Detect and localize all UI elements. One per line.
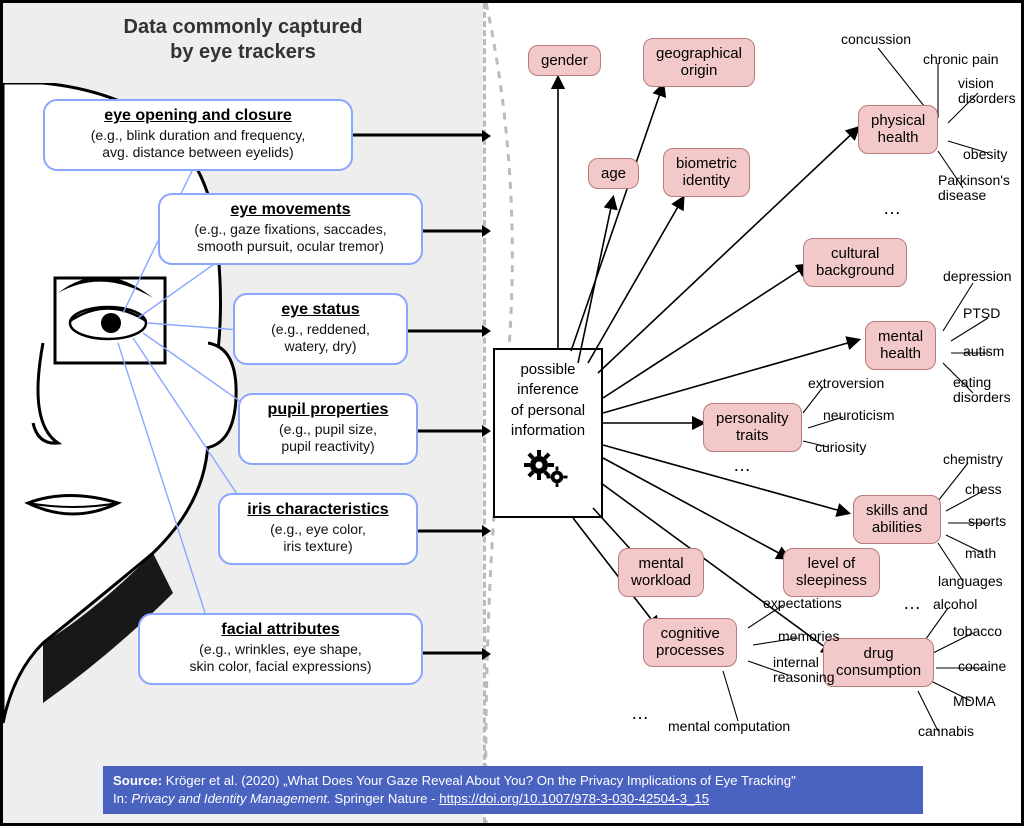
sub-skills-5: languages <box>938 573 1003 589</box>
sub-cog-3: internalreasoning <box>773 655 835 684</box>
arrowhead-icon <box>482 648 491 660</box>
input-box-eye-movements: eye movements (e.g., gaze fixations, sac… <box>158 193 423 265</box>
inference-skills: skills andabilities <box>853 495 941 544</box>
input-box-eye-opening: eye opening and closure (e.g., blink dur… <box>43 99 353 171</box>
citation-publisher: Springer Nature - <box>334 791 435 806</box>
sub-cog-4: mental computation <box>668 718 790 734</box>
input-desc: (e.g., pupil size,pupil reactivity) <box>250 421 406 455</box>
sub-drug-4: MDMA <box>953 693 996 709</box>
arrowhead-icon <box>482 130 491 142</box>
citation-bar: Source: Kröger et al. (2020) „What Does … <box>103 766 923 814</box>
center-inference-box: possibleinferenceof personalinformation <box>493 348 603 518</box>
ellipsis-icon: … <box>631 703 649 724</box>
inference-personality: personalitytraits <box>703 403 802 452</box>
sub-pers-2: neuroticism <box>823 407 895 423</box>
citation-link[interactable]: https://doi.org/10.1007/978-3-030-42504-… <box>439 791 709 806</box>
inference-drug: drugconsumption <box>823 638 934 687</box>
inference-geo: geographicalorigin <box>643 38 755 87</box>
input-desc: (e.g., blink duration and frequency,avg.… <box>55 127 341 161</box>
sub-mental-4: eatingdisorders <box>953 375 1011 404</box>
sub-phys-1: concussion <box>841 31 911 47</box>
sub-drug-5: cannabis <box>918 723 974 739</box>
arrowhead-icon <box>482 325 491 337</box>
arrowhead-icon <box>482 225 491 237</box>
sub-pers-3: curiosity <box>815 439 866 455</box>
input-title: facial attributes <box>150 621 411 639</box>
ellipsis-icon: … <box>903 593 921 614</box>
inference-cognitive: cognitiveprocesses <box>643 618 737 667</box>
inference-gender: gender <box>528 45 601 76</box>
input-title: pupil properties <box>250 401 406 419</box>
input-title: eye opening and closure <box>55 107 341 125</box>
input-title: eye status <box>245 301 396 319</box>
input-title: iris characteristics <box>230 501 406 519</box>
source-label: Source: <box>113 773 162 788</box>
sub-cog-1: expectations <box>763 595 842 611</box>
sub-mental-1: depression <box>943 268 1012 284</box>
input-desc: (e.g., wrinkles, eye shape,skin color, f… <box>150 641 411 675</box>
arrowhead-icon <box>482 525 491 537</box>
sub-skills-4: math <box>965 545 996 561</box>
input-desc: (e.g., gaze fixations, saccades,smooth p… <box>170 221 411 255</box>
sub-drug-1: alcohol <box>933 596 977 612</box>
input-box-pupil: pupil properties (e.g., pupil size,pupil… <box>238 393 418 465</box>
title-line2: by eye trackers <box>170 41 316 63</box>
sub-skills-1: chemistry <box>943 451 1003 467</box>
input-box-facial: facial attributes (e.g., wrinkles, eye s… <box>138 613 423 685</box>
sub-drug-2: tobacco <box>953 623 1002 639</box>
arrowhead-icon <box>482 425 491 437</box>
inference-workload: mentalworkload <box>618 548 704 597</box>
sub-phys-2: chronic pain <box>923 51 999 67</box>
sub-phys-4: obesity <box>963 146 1007 162</box>
vertical-divider <box>483 3 486 823</box>
inference-cultural: culturalbackground <box>803 238 907 287</box>
inference-biometric: biometricidentity <box>663 148 750 197</box>
citation-title: „What Does Your Gaze Reveal About You? O… <box>283 773 796 788</box>
inference-physical: physicalhealth <box>858 105 938 154</box>
title-line1: Data commonly captured <box>124 16 363 38</box>
input-title: eye movements <box>170 201 411 219</box>
inference-mental: mentalhealth <box>865 321 936 370</box>
sub-pers-1: extroversion <box>808 375 884 391</box>
diagram-stage: Data commonly captured by eye trackers <box>0 0 1024 826</box>
input-box-iris: iris characteristics (e.g., eye color,ir… <box>218 493 418 565</box>
sub-skills-3: sports <box>968 513 1006 529</box>
sub-phys-3: visiondisorders <box>958 76 1016 105</box>
input-box-eye-status: eye status (e.g., reddened,watery, dry) <box>233 293 408 365</box>
sub-mental-2: PTSD <box>963 305 1000 321</box>
center-text: possibleinferenceof personalinformation <box>511 361 585 439</box>
ellipsis-icon: … <box>883 198 901 219</box>
sub-phys-5: Parkinson'sdisease <box>938 173 1010 202</box>
citation-authors: Kröger et al. (2020) <box>166 773 280 788</box>
citation-in: In: <box>113 791 128 806</box>
citation-venue: Privacy and Identity Management. <box>131 791 330 806</box>
input-desc: (e.g., eye color,iris texture) <box>230 521 406 555</box>
input-desc: (e.g., reddened,watery, dry) <box>245 321 396 355</box>
sub-drug-3: cocaine <box>958 658 1006 674</box>
sub-skills-2: chess <box>965 481 1002 497</box>
sub-mental-3: autism <box>963 343 1004 359</box>
inference-age: age <box>588 158 639 189</box>
gears-icon <box>501 447 595 493</box>
inference-sleepiness: level ofsleepiness <box>783 548 880 597</box>
sub-cog-2: memories <box>778 628 839 644</box>
left-title: Data commonly captured by eye trackers <box>3 15 483 65</box>
ellipsis-icon: … <box>733 455 751 476</box>
